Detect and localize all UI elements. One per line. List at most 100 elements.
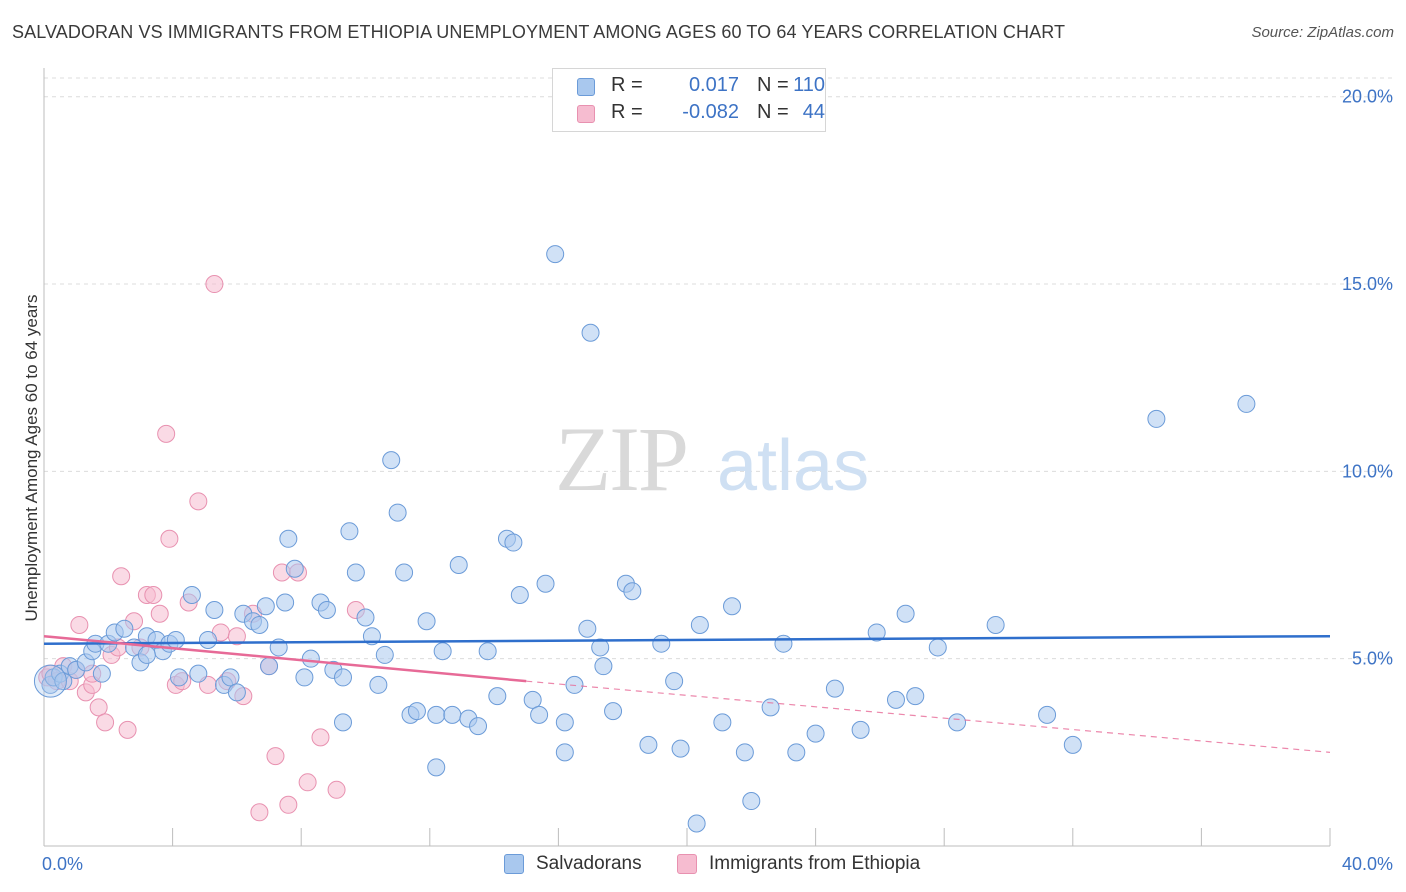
ethiopia-point — [311, 728, 330, 747]
salvadoran-point — [417, 612, 436, 631]
salvadoran-point — [690, 615, 709, 634]
salvadoran-point — [652, 634, 671, 653]
salvadoran-point — [443, 705, 462, 724]
watermark: ZIP atlas — [555, 408, 869, 510]
salvadoran-point — [427, 758, 446, 777]
ethiopia-point — [298, 773, 317, 792]
salvadoran-point — [546, 245, 565, 264]
chart-title: SALVADORAN VS IMMIGRANTS FROM ETHIOPIA U… — [12, 22, 1066, 42]
salvadoran-point — [189, 664, 208, 683]
tick-label-layer: 5.0% 10.0% 15.0% 20.0% 0.0% 40.0% — [42, 87, 1393, 874]
salvadoran-point — [182, 585, 201, 604]
salvadoran-point — [54, 672, 73, 691]
series-swatch-ethiopia — [677, 854, 697, 874]
salvadoran-point — [536, 574, 555, 593]
salvadoran-point — [578, 619, 597, 638]
salvadoran-point — [594, 657, 613, 676]
legend-swatch-salvadorans — [577, 78, 595, 96]
legend-n-value: 110 — [793, 74, 825, 96]
salvadoran-point — [787, 743, 806, 762]
salvadoran-point — [555, 713, 574, 732]
ethiopia-point — [205, 275, 224, 294]
grid-layer — [44, 77, 1394, 660]
salvadoran-point — [488, 687, 507, 706]
salvadoran-point — [250, 615, 269, 634]
salvadoran-point — [256, 597, 275, 616]
salvadoran-point — [639, 735, 658, 754]
salvadoran-point — [369, 675, 388, 694]
ethiopia-point — [96, 713, 115, 732]
salvadoran-point — [1237, 394, 1256, 413]
ethiopia-point — [250, 803, 269, 822]
ethiopia-point — [266, 747, 285, 766]
y-axis-label: Unemployment Among Ages 60 to 64 years — [22, 295, 41, 622]
salvadoran-point — [742, 792, 761, 811]
ethiopia-point — [227, 627, 246, 646]
salvadoran-point — [469, 717, 488, 736]
salvadoran-point — [896, 604, 915, 623]
ethiopia-trend-extension — [526, 680, 1331, 753]
y-tick-label: 10.0% — [1342, 461, 1393, 481]
salvadoran-point — [591, 638, 610, 657]
salvadoran-point — [1038, 705, 1057, 724]
salvadoran-point — [227, 683, 246, 702]
salvadoran-point — [604, 702, 623, 721]
legend-n-label: N = — [757, 101, 789, 123]
watermark-atlas: atlas — [717, 426, 869, 506]
ethiopia-point — [144, 585, 163, 604]
legend-r-value: -0.082 — [682, 101, 739, 123]
salvadoran-point — [623, 582, 642, 601]
ethiopia-point — [279, 795, 298, 814]
salvadoran-point — [851, 720, 870, 739]
salvadoran-point — [382, 451, 401, 470]
salvadoran-point — [1147, 409, 1166, 428]
salvadoran-point — [260, 657, 279, 676]
ethiopia-point — [112, 567, 131, 586]
salvadoran-point — [825, 679, 844, 698]
salvadoran-point — [333, 668, 352, 687]
salvadoran-point — [504, 533, 523, 552]
series-swatch-salvadorans — [504, 854, 524, 874]
salvadoran-point — [713, 713, 732, 732]
salvadoran-point — [137, 645, 156, 664]
salvadoran-points — [33, 245, 1256, 833]
salvadoran-point — [948, 713, 967, 732]
salvadoran-point — [928, 638, 947, 657]
salvadoran-point — [867, 623, 886, 642]
ethiopia-point — [150, 604, 169, 623]
ethiopia-point — [160, 529, 179, 548]
salvadoran-point — [555, 743, 574, 762]
salvadoran-point — [665, 672, 684, 691]
salvadoran-point — [523, 690, 542, 709]
salvadoran-point — [198, 630, 217, 649]
ethiopia-point — [189, 492, 208, 511]
salvadoran-point — [407, 702, 426, 721]
ethiopia-points — [38, 275, 365, 822]
salvadoran-point — [362, 627, 381, 646]
trend-layer — [43, 634, 1331, 753]
salvadoran-point — [581, 323, 600, 342]
y-tick-label: 5.0% — [1352, 649, 1393, 669]
salvadoran-point — [735, 743, 754, 762]
salvadoran-point — [906, 687, 925, 706]
chart-source: Source: ZipAtlas.com — [1251, 24, 1394, 41]
salvadoran-point — [279, 529, 298, 548]
series-label: Immigrants from Ethiopia — [709, 853, 921, 874]
salvadoran-point — [886, 690, 905, 709]
x-tick-label: 40.0% — [1342, 854, 1393, 874]
salvadoran-point — [774, 634, 793, 653]
ethiopia-point — [157, 424, 176, 443]
salvadoran-point — [346, 563, 365, 582]
legend-r-value: 0.017 — [688, 74, 739, 96]
salvadoran-point — [723, 597, 742, 616]
salvadoran-point — [671, 739, 690, 758]
salvadoran-point — [340, 522, 359, 541]
salvadoran-point — [295, 668, 314, 687]
salvadoran-point — [221, 668, 240, 687]
salvadoran-point — [530, 705, 549, 724]
ethiopia-point — [118, 720, 137, 739]
ethiopia-point — [327, 780, 346, 799]
series-label: Salvadorans — [536, 853, 642, 874]
salvadoran-point — [317, 600, 336, 619]
